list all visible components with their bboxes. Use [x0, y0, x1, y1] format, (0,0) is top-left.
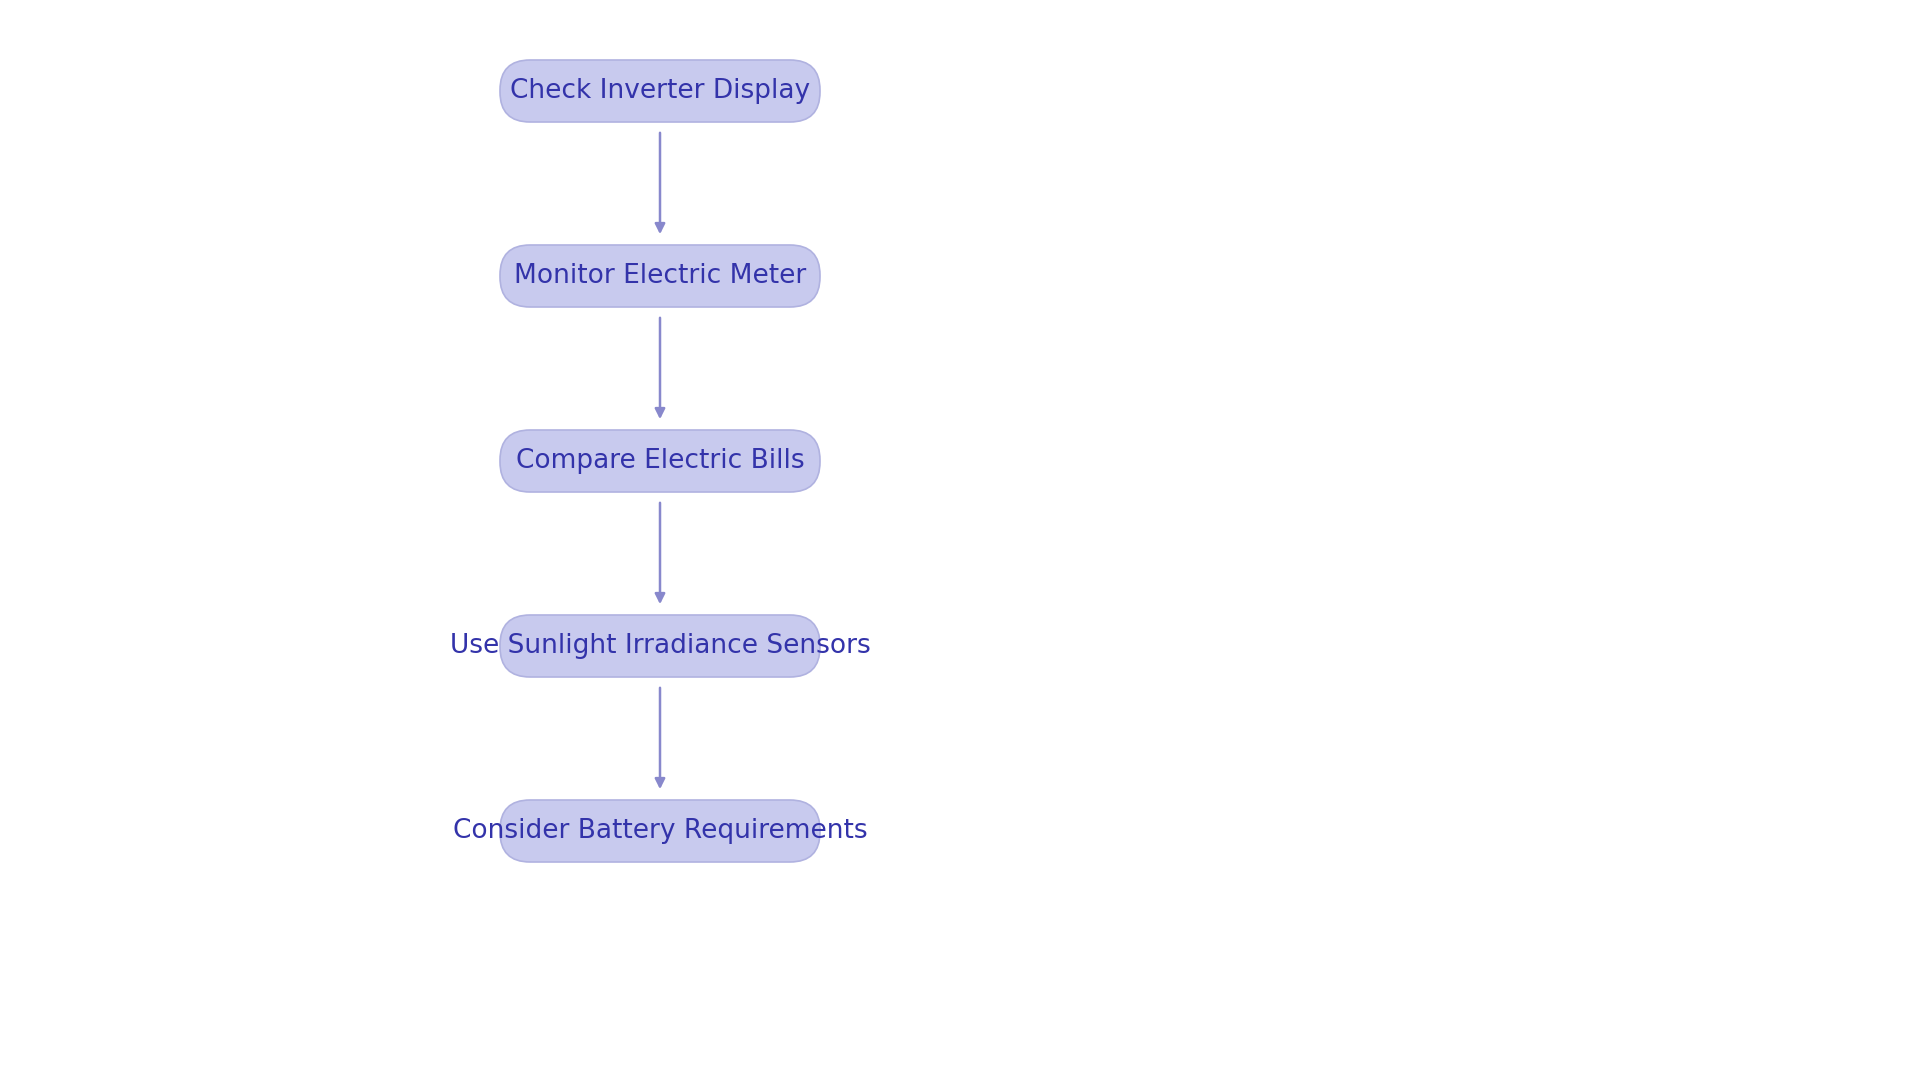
Text: Check Inverter Display: Check Inverter Display	[511, 78, 810, 104]
FancyBboxPatch shape	[499, 245, 820, 306]
Text: Use Sunlight Irradiance Sensors: Use Sunlight Irradiance Sensors	[449, 632, 870, 658]
FancyBboxPatch shape	[499, 60, 820, 122]
Text: Monitor Electric Meter: Monitor Electric Meter	[515, 263, 806, 289]
FancyBboxPatch shape	[499, 615, 820, 677]
FancyBboxPatch shape	[499, 800, 820, 862]
Text: Consider Battery Requirements: Consider Battery Requirements	[453, 818, 868, 844]
FancyBboxPatch shape	[499, 430, 820, 492]
Text: Compare Electric Bills: Compare Electric Bills	[516, 448, 804, 474]
